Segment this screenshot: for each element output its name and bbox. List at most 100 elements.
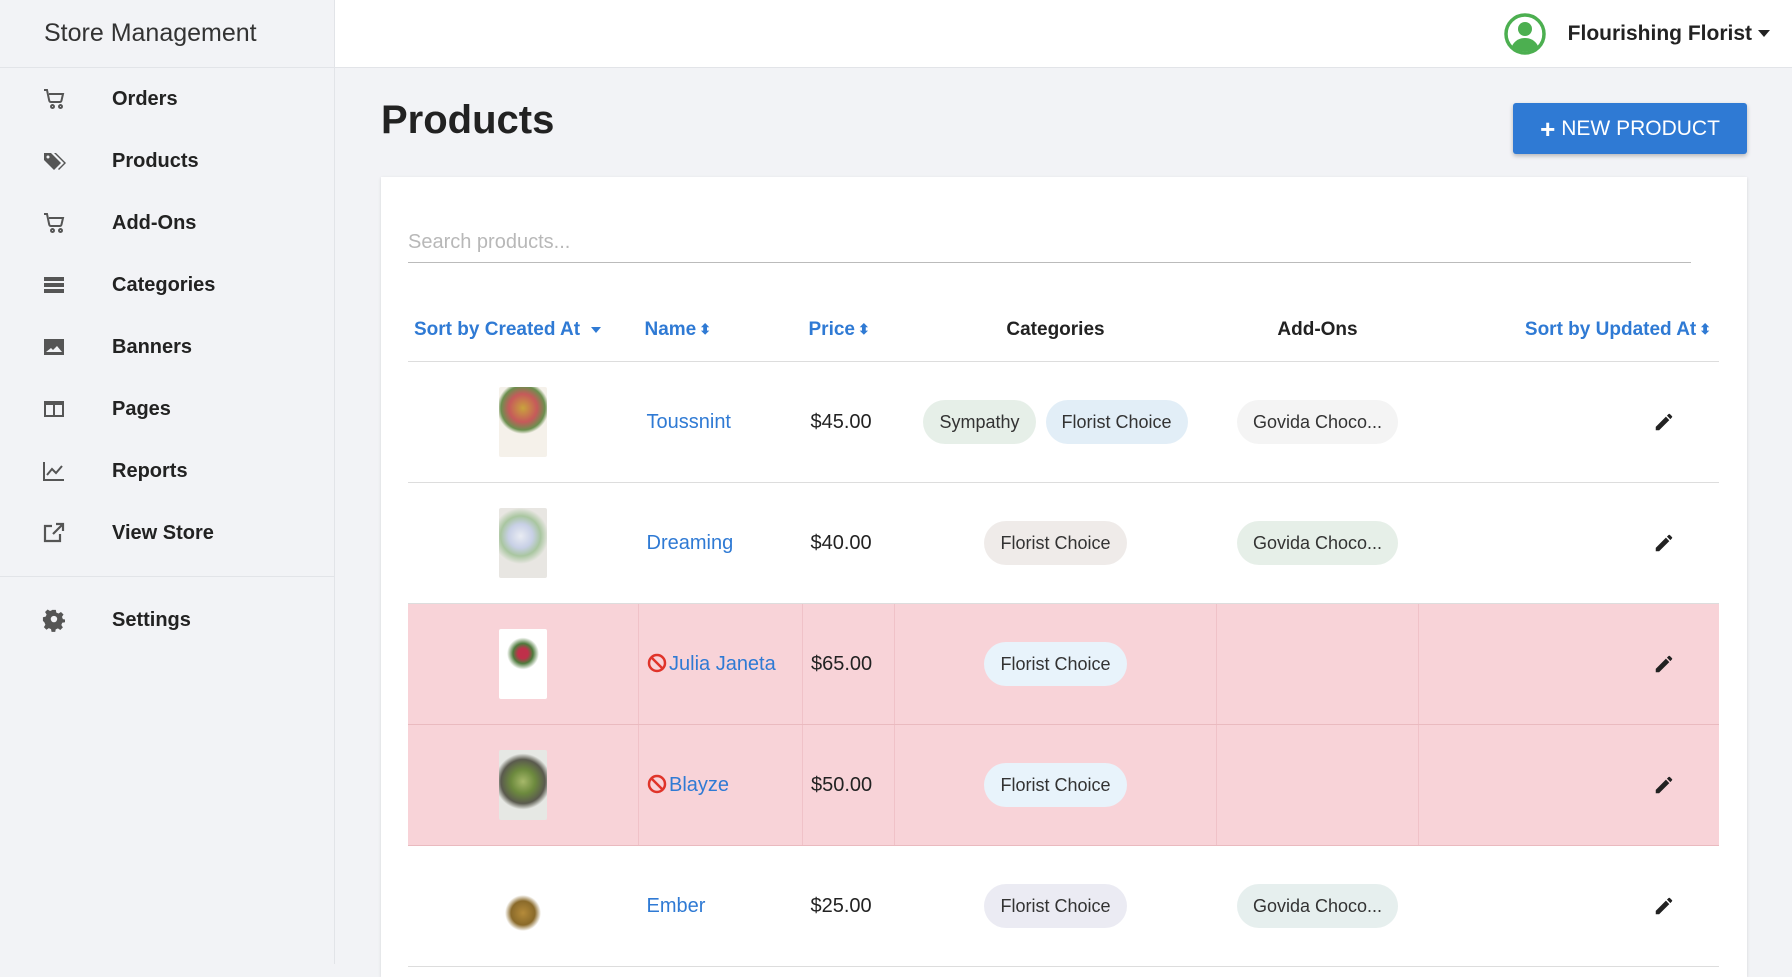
pencil-icon[interactable]: [1653, 653, 1675, 675]
tags-icon: [42, 149, 112, 173]
category-chip[interactable]: Florist Choice: [984, 642, 1127, 686]
plus-icon: +: [1540, 113, 1556, 144]
product-thumbnail[interactable]: [499, 387, 548, 457]
name-cell: Blayze: [638, 724, 803, 846]
sidebar-item-reports[interactable]: Reports: [0, 440, 334, 502]
categories-cell: Sympathy Florist Choice: [894, 361, 1217, 483]
image-icon: [42, 335, 112, 359]
pencil-icon[interactable]: [1653, 532, 1675, 554]
products-card: Sort by Created At Name⬍ Price⬍ Categori…: [381, 177, 1747, 977]
sidebar-item-orders[interactable]: Orders: [0, 68, 334, 130]
product-name-link[interactable]: Ember: [646, 894, 706, 917]
categories-cell: Florist Choice: [894, 724, 1217, 846]
search-input[interactable]: [408, 222, 1691, 263]
sidebar-item-label: Settings: [112, 608, 191, 631]
app-brand: Store Management: [0, 0, 334, 68]
avatar[interactable]: [1503, 12, 1546, 55]
edit-cell: [1418, 482, 1719, 604]
pencil-icon[interactable]: [1653, 895, 1675, 917]
addons-header: Add-Ons: [1216, 299, 1419, 362]
category-chip[interactable]: Florist Choice: [984, 884, 1127, 928]
categories-cell: Florist Choice: [894, 482, 1217, 604]
sort-icon: ⬍: [1699, 321, 1711, 337]
sidebar-item-addons[interactable]: Add-Ons: [0, 192, 334, 254]
product-name-link[interactable]: Dreaming: [646, 531, 734, 554]
category-chip[interactable]: Florist Choice: [1045, 400, 1188, 444]
sidebar-item-categories[interactable]: Categories: [0, 254, 334, 316]
new-product-button[interactable]: + NEW PRODUCT: [1513, 103, 1747, 154]
sidebar-item-label: Orders: [112, 87, 178, 110]
sort-name-header[interactable]: Name ⬍: [638, 299, 803, 362]
gear-icon: [42, 608, 112, 632]
header-label: Sort by Created At: [414, 319, 581, 340]
addons-cell: [1216, 603, 1419, 725]
user-name: Flourishing Florist: [1567, 21, 1752, 45]
categories-cell: Florist Choice: [894, 603, 1217, 725]
category-chip[interactable]: Florist Choice: [984, 521, 1127, 565]
product-thumbnail[interactable]: [499, 629, 547, 699]
product-thumbnail[interactable]: [499, 871, 548, 941]
sort-icon: ⬍: [699, 321, 711, 337]
name-cell: Dreaming: [638, 482, 803, 604]
sidebar-item-pages[interactable]: Pages: [0, 378, 334, 440]
addons-cell: Govida Choco...: [1216, 361, 1419, 483]
addon-chip[interactable]: Govida Choco...: [1236, 400, 1399, 444]
pencil-icon[interactable]: [1653, 411, 1675, 433]
sidebar-item-label: Add-Ons: [112, 211, 197, 234]
edit-cell: [1418, 724, 1719, 846]
category-chip[interactable]: Florist Choice: [984, 763, 1127, 807]
external-link-icon: [42, 521, 112, 545]
addon-chip[interactable]: Govida Choco...: [1236, 884, 1399, 928]
table-row: Ember $25.00 Florist Choice Govida Choco…: [408, 845, 1719, 967]
table-row: Blayze $50.00 Florist Choice: [408, 724, 1719, 846]
addon-chip[interactable]: Govida Choco...: [1236, 521, 1399, 565]
sidebar-item-label: Reports: [112, 459, 188, 482]
addons-cell: Govida Choco...: [1216, 845, 1419, 967]
product-thumbnail[interactable]: [499, 750, 547, 820]
sidebar-divider: Settings: [0, 576, 334, 651]
sidebar-item-banners[interactable]: Banners: [0, 316, 334, 378]
category-chip[interactable]: Sympathy: [923, 400, 1036, 444]
product-name-link[interactable]: Toussnint: [646, 410, 732, 433]
sidebar-item-label: View Store: [112, 521, 214, 544]
price-cell: $50.00: [802, 724, 895, 846]
new-product-label: NEW PRODUCT: [1561, 116, 1720, 140]
thumbnail-cell: [408, 361, 639, 483]
thumbnail-cell: [408, 603, 639, 725]
pencil-icon[interactable]: [1653, 774, 1675, 796]
header-label: Categories: [1006, 319, 1105, 340]
user-menu[interactable]: Flourishing Florist: [1568, 22, 1770, 46]
thumbnail-cell: [408, 845, 639, 967]
product-name-link[interactable]: Blayze: [669, 773, 730, 796]
name-cell: Ember: [638, 845, 803, 967]
product-name-link[interactable]: Julia Janeta: [669, 652, 776, 675]
topbar: Flourishing Florist: [335, 0, 1792, 68]
header-label: Add-Ons: [1277, 319, 1358, 340]
price-cell: $45.00: [802, 361, 895, 483]
chart-icon: [42, 459, 112, 483]
sidebar: Store Management Orders Products Add-Ons…: [0, 0, 335, 964]
thumbnail-cell: [408, 724, 639, 846]
sort-created-header[interactable]: Sort by Created At: [408, 299, 639, 362]
sort-price-header[interactable]: Price ⬍: [802, 299, 895, 362]
price-cell: $25.00: [802, 845, 895, 967]
disabled-icon: [647, 774, 667, 793]
disabled-icon: [647, 653, 667, 672]
sort-updated-header[interactable]: Sort by Updated At ⬍: [1418, 299, 1719, 362]
sort-icon: ⬍: [857, 321, 870, 337]
sidebar-item-settings[interactable]: Settings: [0, 589, 334, 651]
header-label: Sort by Updated At: [1524, 319, 1697, 340]
categories-header: Categories: [894, 299, 1217, 362]
name-cell: Julia Janeta: [638, 603, 803, 725]
product-thumbnail[interactable]: [499, 508, 548, 578]
sidebar-item-products[interactable]: Products: [0, 130, 334, 192]
edit-cell: [1418, 361, 1719, 483]
sort-desc-icon: [591, 326, 602, 333]
header-label: Price: [808, 319, 855, 340]
sidebar-item-label: Products: [112, 149, 199, 172]
thumbnail-cell: [408, 482, 639, 604]
sidebar-item-view-store[interactable]: View Store: [0, 502, 334, 564]
addons-cell: Govida Choco...: [1216, 482, 1419, 604]
sidebar-item-label: Pages: [112, 397, 171, 420]
sidebar-item-label: Categories: [112, 273, 216, 296]
